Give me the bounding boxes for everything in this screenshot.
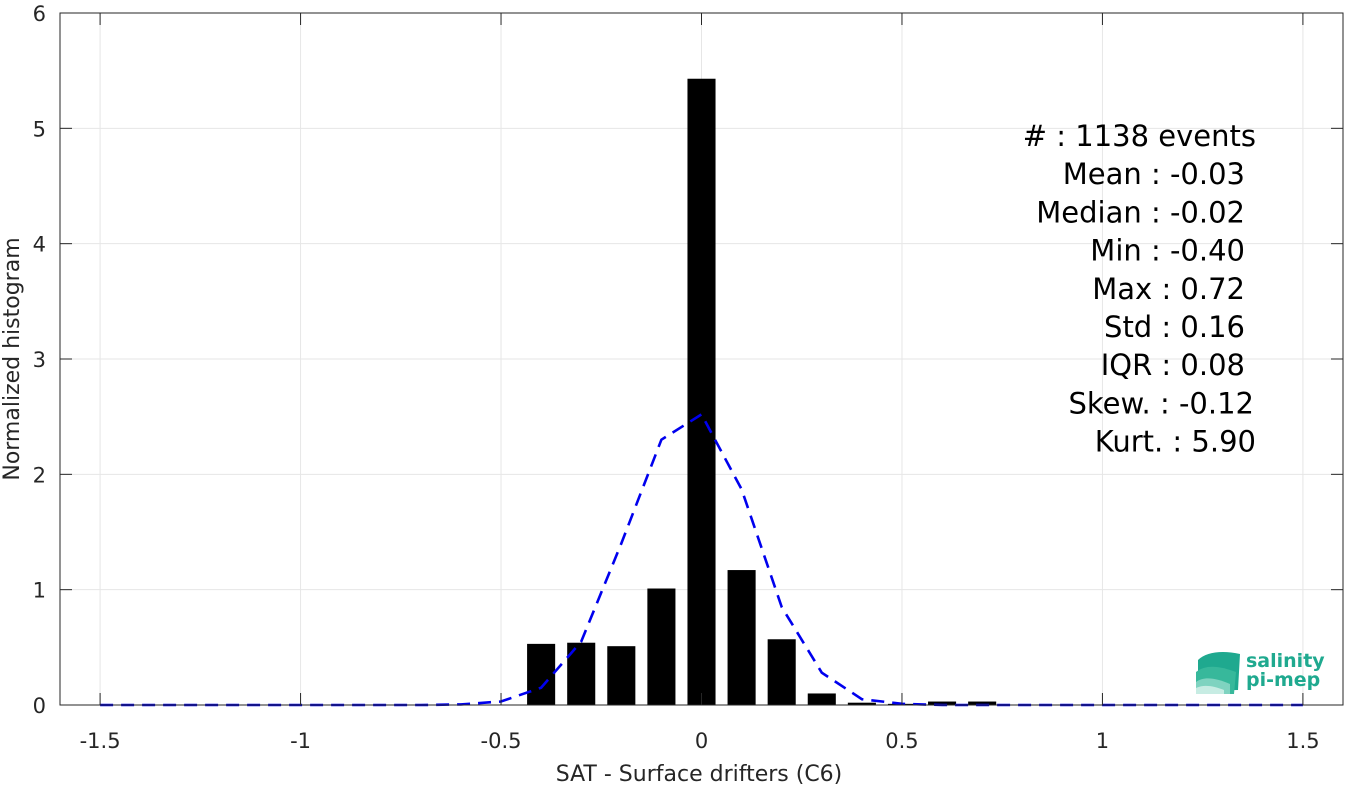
histogram-bar-10 <box>928 701 957 705</box>
logo-wave-icon <box>1196 652 1240 694</box>
stat-line-4: Max : 0.72 <box>1092 272 1245 306</box>
y-tick-label-4: 4 <box>33 233 46 257</box>
y-tick-label-6: 6 <box>33 2 46 26</box>
stats-annotation: # : 1138 events Mean : -0.03 Median : -0.0… <box>1023 119 1256 459</box>
histogram-bar-8 <box>847 702 876 705</box>
histogram-bar-11 <box>968 701 997 705</box>
histogram-bar-4 <box>687 78 716 706</box>
histogram-bar-5 <box>727 570 756 705</box>
axis-ticks <box>60 12 1343 706</box>
stat-line-8: Kurt. : 5.90 <box>1095 425 1256 459</box>
stat-line-0: # : 1138 events <box>1023 119 1256 153</box>
logo-line1: salinity <box>1246 650 1325 672</box>
x-tick-label-2: -0.5 <box>481 729 522 753</box>
stat-line-5: Std : 0.16 <box>1104 310 1245 344</box>
stat-line-1: Mean : -0.03 <box>1063 157 1245 191</box>
stat-line-6: IQR : 0.08 <box>1101 348 1245 382</box>
histogram-bar-2 <box>607 646 636 705</box>
y-axis-label: Normalized histogram <box>0 237 25 480</box>
logo-line2: pi-mep <box>1246 669 1320 691</box>
x-tick-label-4: 0.5 <box>885 729 918 753</box>
salinity-pi-mep-logo: salinity pi-mep <box>1196 650 1325 694</box>
x-tick-label-3: 0 <box>695 729 708 753</box>
histogram-bar-7 <box>807 693 836 705</box>
y-tick-label-2: 2 <box>33 463 46 487</box>
stat-line-2: Median : -0.02 <box>1036 195 1245 229</box>
stat-line-7: Skew. : -0.12 <box>1068 386 1254 420</box>
x-tick-label-6: 1.5 <box>1286 729 1319 753</box>
x-tick-labels: -1.5 -1 -0.5 0 0.5 1 1.5 <box>80 729 1320 753</box>
y-tick-label-1: 1 <box>33 579 46 603</box>
y-tick-label-0: 0 <box>33 694 46 718</box>
histogram-bar-6 <box>767 639 796 705</box>
y-tick-labels: 0 1 2 3 4 5 6 <box>33 2 46 718</box>
histogram-bar-0 <box>527 643 556 705</box>
histogram-bar-3 <box>647 588 676 705</box>
x-axis-label: SAT - Surface drifters (C6) <box>556 762 843 785</box>
y-tick-label-3: 3 <box>33 348 46 372</box>
x-tick-label-0: -1.5 <box>80 729 121 753</box>
y-tick-label-5: 5 <box>33 117 46 141</box>
x-tick-label-1: -1 <box>290 729 311 753</box>
histogram-bars <box>527 78 997 706</box>
x-tick-label-5: 1 <box>1096 729 1109 753</box>
stat-line-3: Min : -0.40 <box>1090 234 1245 268</box>
